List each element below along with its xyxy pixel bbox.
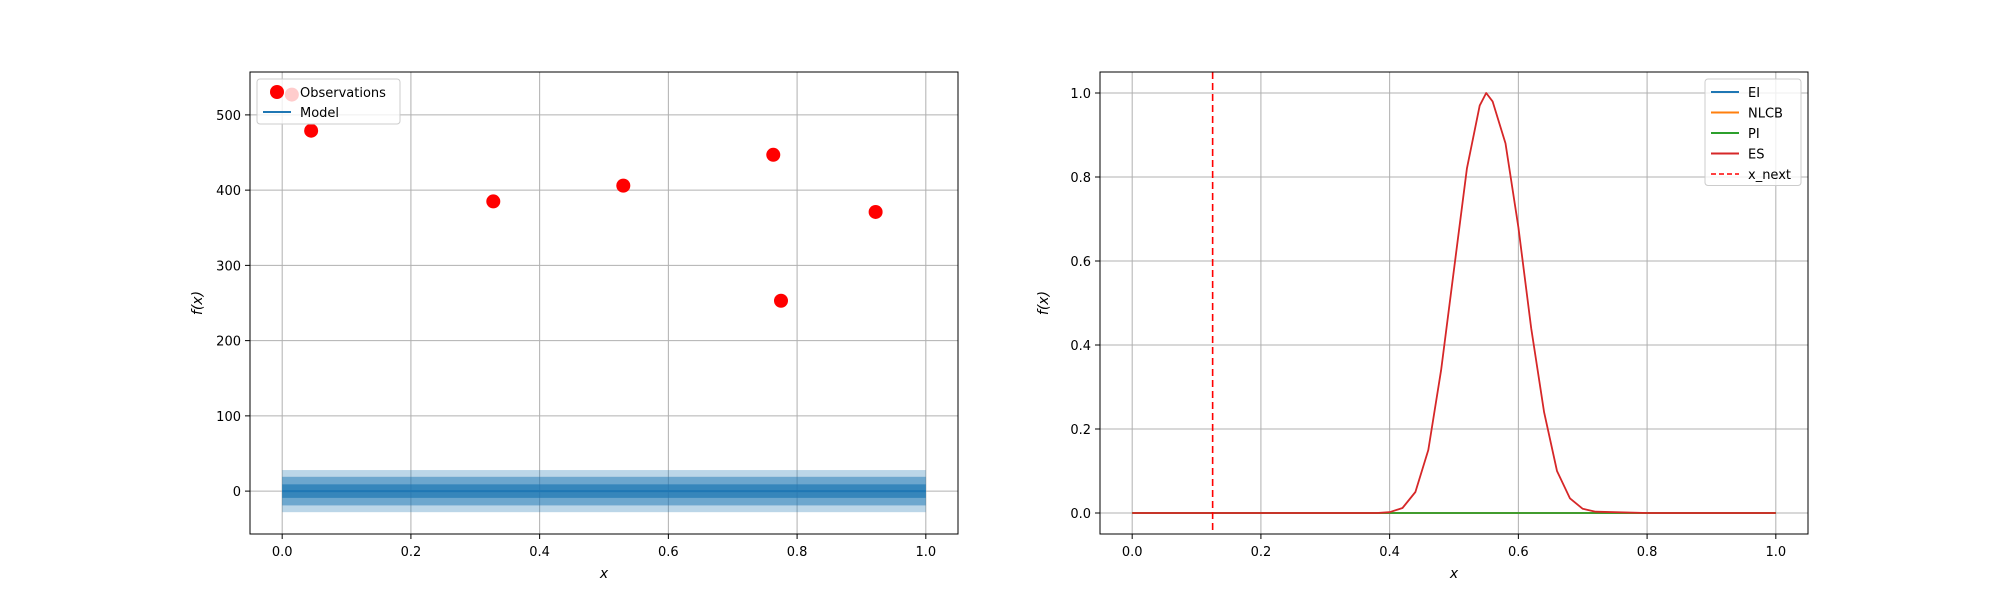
- y-tick-label: 0.2: [1070, 423, 1091, 438]
- series-es-line: [1132, 92, 1776, 514]
- left-y-axis-label: f(x): [190, 291, 206, 315]
- left-x-ticks: 0.0 0.2 0.4 0.6 0.8 1.0: [272, 534, 936, 560]
- legend-es-label: ES: [1748, 148, 1764, 163]
- x-tick-label: 0.2: [1251, 545, 1272, 560]
- left-legend-box: [256, 78, 401, 125]
- left-legend: Observations Model: [256, 78, 401, 125]
- left-axes: 0.0 0.2 0.4 0.6 0.8 1.0 0 100 200 300 400 500 x f(…: [190, 71, 959, 582]
- y-tick-label: 0.6: [1070, 255, 1091, 270]
- right-gridlines: [1100, 72, 1808, 534]
- x-tick-label: 0.2: [401, 545, 422, 560]
- observation-point: [304, 123, 319, 138]
- x-tick-label: 0.6: [658, 545, 679, 560]
- observation-point: [774, 293, 788, 308]
- legend-ei-label: EI: [1748, 86, 1760, 101]
- legend-pi-label: PI: [1748, 127, 1760, 142]
- observation-point: [766, 147, 781, 162]
- x-tick-label: 0.8: [1637, 545, 1658, 560]
- right-legend-box: [1704, 78, 1802, 186]
- x-tick-label: 1.0: [1765, 545, 1786, 560]
- left-axes-frame: [249, 71, 959, 535]
- y-tick-label: 300: [216, 259, 241, 274]
- right-legend: EI NLCB PI ES x_next: [1704, 78, 1802, 186]
- acquisition-lines: [1132, 92, 1776, 514]
- legend-observations-marker: [270, 85, 284, 99]
- right-legend-items: EI NLCB PI ES x_next: [1711, 86, 1791, 183]
- x-tick-label: 0.6: [1508, 545, 1529, 560]
- right-x-axis-label: x: [1449, 566, 1459, 582]
- legend-model-label: Model: [300, 106, 339, 121]
- y-tick-label: 200: [216, 335, 241, 350]
- y-tick-label: 0.0: [1070, 507, 1091, 522]
- x-tick-label: 0.4: [1379, 545, 1400, 560]
- y-tick-label: 1.0: [1070, 87, 1091, 102]
- y-tick-label: 100: [216, 410, 241, 425]
- legend-observations-label: Observations: [300, 86, 386, 101]
- observation-point: [616, 178, 631, 193]
- y-tick-label: 0.8: [1070, 171, 1091, 186]
- x-tick-label: 0.0: [1122, 545, 1143, 560]
- y-tick-label: 500: [216, 109, 241, 124]
- y-tick-label: 400: [216, 184, 241, 199]
- left-gridlines: [250, 72, 958, 534]
- x-tick-label: 0.8: [787, 545, 808, 560]
- right-x-ticks: 0.0 0.2 0.4 0.6 0.8 1.0: [1122, 534, 1786, 560]
- observation-point: [868, 204, 883, 219]
- legend-x-next-label: x_next: [1748, 168, 1791, 183]
- left-x-axis-label: x: [599, 566, 609, 582]
- legend-nlcb-label: NLCB: [1748, 107, 1783, 122]
- observation-point: [486, 194, 501, 209]
- left-y-ticks: 0 100 200 300 400 500: [216, 109, 250, 500]
- x-tick-label: 0.4: [529, 545, 550, 560]
- x-tick-label: 1.0: [915, 545, 936, 560]
- right-axes: 0.0 0.2 0.4 0.6 0.8 1.0 0.00.20.40.60.81.0 x …: [1036, 71, 1809, 582]
- right-y-axis-label: f(x): [1036, 291, 1052, 315]
- y-tick-label: 0: [233, 485, 241, 500]
- right-axes-frame: [1099, 71, 1809, 535]
- y-tick-label: 0.4: [1070, 339, 1091, 354]
- right-y-ticks: 0.0 0.2 0.4 0.6 0.8 1.0: [1070, 87, 1100, 522]
- x-tick-label: 0.0: [272, 545, 293, 560]
